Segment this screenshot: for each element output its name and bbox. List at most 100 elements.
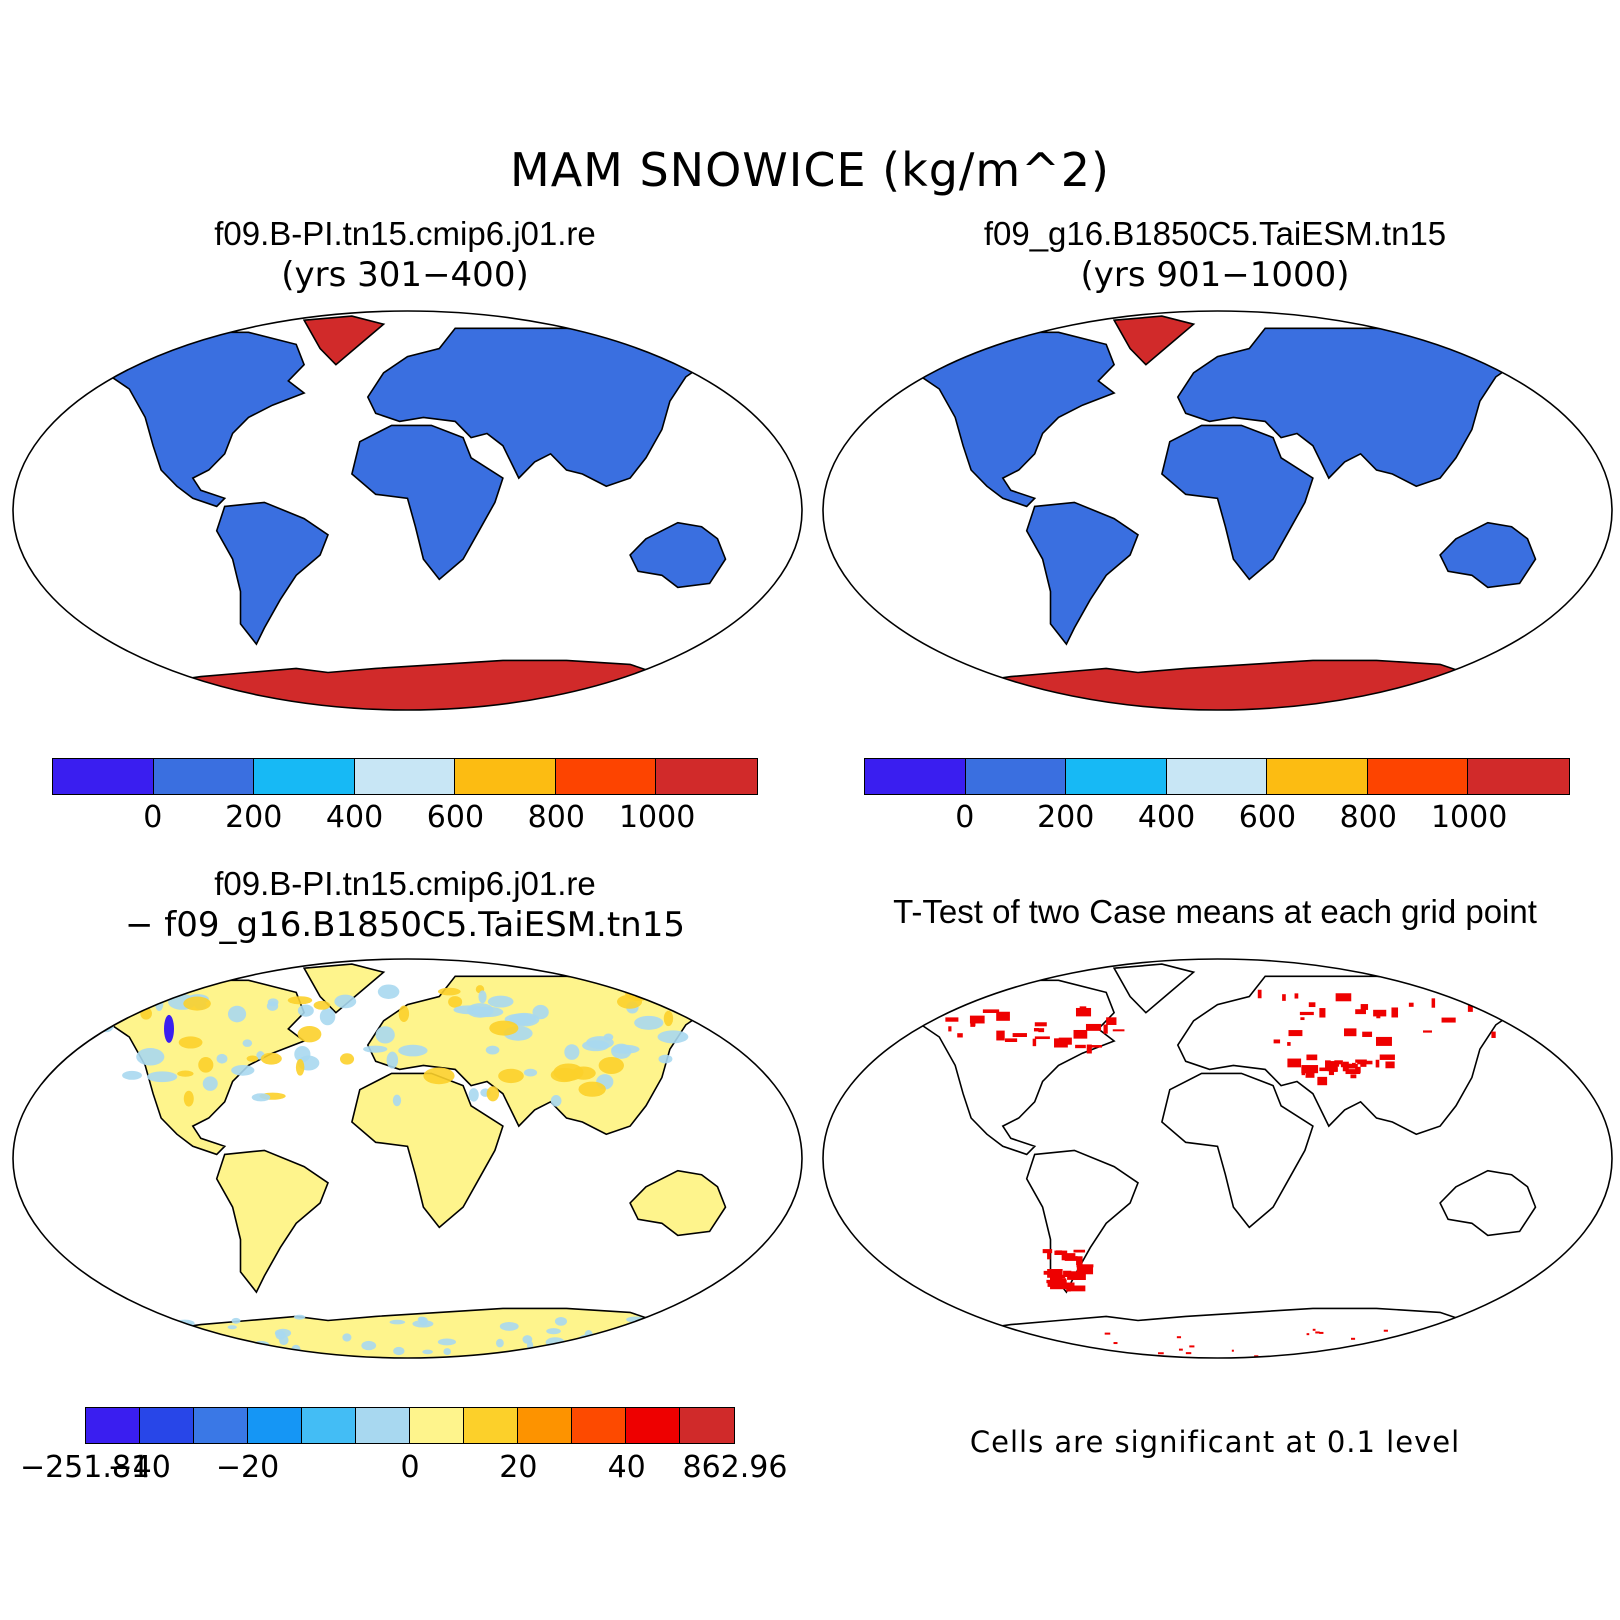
colorbar-box: [354, 759, 456, 794]
anomaly-patch: [663, 1010, 674, 1027]
significant-cell: [1345, 1069, 1361, 1075]
significant-cell: [1325, 1060, 1331, 1071]
colorbar-box: [410, 1408, 464, 1443]
significant-cell: [1464, 1331, 1469, 1334]
significant-cell: [1032, 1038, 1037, 1047]
continent-eurasia: [1176, 975, 1522, 1136]
colorbar-tick-label: 862.96: [682, 1450, 788, 1485]
panel-2-subtitle: (yrs 901−1000): [1080, 255, 1350, 295]
significant-cell: [1073, 1249, 1086, 1253]
anomaly-patch: [634, 1015, 664, 1030]
anomaly-patch: [194, 1327, 201, 1336]
colorbar-box: [153, 759, 255, 794]
anomaly-patch: [658, 1054, 673, 1064]
significant-cell: [1058, 1037, 1072, 1045]
anomaly-patch: [231, 1064, 255, 1076]
anomaly-patch: [227, 1005, 247, 1023]
colorbar-box: [1166, 759, 1268, 794]
anomaly-patch: [592, 1347, 611, 1353]
anomaly-patch: [334, 994, 357, 1009]
anomaly-patch: [586, 1036, 614, 1050]
anomaly-patch: [183, 996, 211, 1011]
significant-cell: [1088, 1045, 1102, 1048]
continent-africa: [1161, 1072, 1314, 1229]
significant-cell: [996, 1011, 1010, 1021]
significant-cell: [969, 1015, 985, 1024]
anomaly-patch: [227, 1325, 237, 1330]
anomaly-patch: [660, 982, 671, 996]
anomaly-patch: [105, 997, 122, 1010]
anomaly-patch: [361, 1340, 377, 1351]
anomaly-patch: [278, 1335, 289, 1346]
significant-cell: [1467, 1003, 1473, 1012]
anomaly-patch: [313, 1000, 331, 1010]
anomaly-patch: [468, 1088, 479, 1102]
anomaly-patch: [639, 1337, 646, 1345]
anomaly-patch: [274, 1328, 292, 1338]
anomaly-patch: [297, 1004, 314, 1017]
colorbar-box: [302, 1408, 356, 1443]
anomaly-patch: [287, 996, 313, 1005]
anomaly-patch: [487, 995, 514, 1008]
colorbar-tick-label: 200: [225, 800, 283, 835]
significant-cell: [1423, 1030, 1432, 1033]
significant-cell: [982, 1009, 1000, 1013]
continent-greenland: [302, 963, 386, 1014]
significant-cell: [945, 1017, 959, 1022]
significant-cell: [1054, 1355, 1059, 1358]
significant-cell: [1231, 1349, 1234, 1352]
colorbar-tick-label: −20: [215, 1450, 280, 1485]
continent-southAmerica: [1025, 501, 1139, 646]
colorbar-tick-label: −251.81: [19, 1450, 151, 1485]
continent-greenland: [302, 315, 386, 366]
significant-cell: [1306, 1054, 1318, 1061]
significant-cell: [1157, 1352, 1164, 1355]
significant-cell: [1020, 1339, 1027, 1342]
significant-cell: [1346, 1063, 1358, 1069]
significant-cell: [1355, 1009, 1366, 1015]
anomaly-patch: [611, 1044, 640, 1054]
significant-cell: [1328, 1069, 1335, 1076]
anomaly-patch: [649, 983, 668, 996]
panel-1-subtitle: (yrs 301−400): [281, 255, 529, 295]
colorbar-tick-label: 40: [607, 1450, 646, 1485]
colorbar-box: [572, 1408, 626, 1443]
anomaly-patch: [423, 1067, 455, 1085]
significant-cell: [1362, 1031, 1373, 1037]
significant-cell: [1033, 1028, 1039, 1032]
continent-antarctica: [136, 1307, 679, 1358]
colorbar-box: [455, 759, 556, 794]
colorbar-box: [1066, 759, 1167, 794]
panel-4-title: T-Test of two Case means at each grid po…: [893, 893, 1537, 930]
anomaly-patch: [616, 1350, 630, 1355]
anomaly-patch: [392, 1094, 402, 1107]
significant-cell: [1047, 1252, 1051, 1260]
significant-cell: [1075, 1044, 1086, 1049]
anomaly-patch: [159, 982, 172, 998]
significant-cell: [1351, 1337, 1356, 1340]
anomaly-patch: [496, 1338, 504, 1348]
significant-cell: [1037, 1354, 1040, 1357]
significant-cell: [1453, 1354, 1458, 1357]
anomaly-patch: [136, 1048, 165, 1066]
significant-cell: [1287, 1058, 1302, 1068]
continent-australia: [629, 521, 727, 589]
significant-cell: [1323, 1356, 1326, 1358]
map-panel-difference: [12, 958, 803, 1359]
anomaly-patch: [448, 996, 463, 1008]
anomaly-patch: [485, 1045, 500, 1055]
colorbar-difference: [85, 1407, 735, 1444]
significant-cell: [1327, 1065, 1338, 1072]
significant-cell: [1360, 1004, 1369, 1010]
anomaly-patch: [198, 1057, 214, 1073]
significant-cell: [1038, 1028, 1045, 1033]
colorbar-tick-label: 400: [1137, 800, 1196, 835]
significant-cell: [957, 1033, 963, 1038]
colorbar-box: [248, 1408, 302, 1443]
significant-cell: [948, 1026, 952, 1032]
significant-cell: [1408, 1337, 1412, 1340]
map-border: [822, 958, 1613, 1359]
anomaly-patch: [499, 1321, 519, 1331]
anomaly-patch: [672, 985, 682, 995]
significant-cell: [996, 1030, 1005, 1041]
